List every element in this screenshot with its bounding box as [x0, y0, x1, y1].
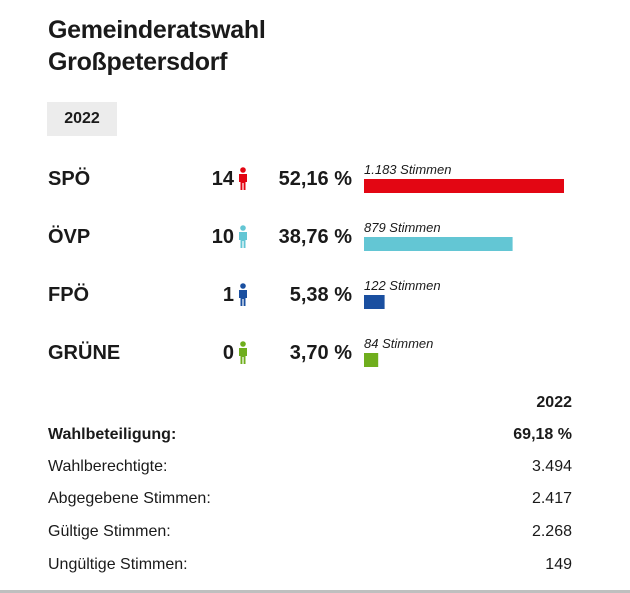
bar-chart-cell: 1.183 Stimmen — [364, 162, 564, 193]
person-icon — [239, 167, 247, 190]
vote-bar — [364, 179, 564, 193]
stats-value: 2.268 — [531, 523, 572, 540]
bar-chart-cell: 879 Stimmen — [364, 220, 513, 251]
stats-label: Abgegebene Stimmen: — [48, 490, 211, 507]
vote-bar — [364, 237, 513, 251]
year-tab-2022[interactable]: 2022 — [47, 102, 117, 136]
vote-count-label: 1.183 Stimmen — [364, 162, 451, 177]
vote-count-label: 879 Stimmen — [364, 220, 441, 235]
stats-row: Ungültige Stimmen: 149 — [48, 556, 572, 580]
party-name: SPÖ — [48, 168, 91, 190]
stats-row: Abgegebene Stimmen: 2.417 — [48, 490, 572, 514]
stats-row: Wahlberechtigte: 3.494 — [48, 458, 572, 482]
bottom-divider — [0, 590, 630, 593]
percent-label: 3,70 % — [289, 342, 352, 364]
party-row: GRÜNE 0 3,70 % 84 Stimmen — [0, 334, 630, 374]
vote-count-label: 122 Stimmen — [364, 278, 441, 293]
percent-label: 38,76 % — [278, 226, 352, 248]
seat-count: 10 — [211, 226, 234, 248]
stats-label: Ungültige Stimmen: — [48, 556, 188, 573]
party-name: FPÖ — [48, 284, 90, 306]
vote-bar — [364, 295, 385, 309]
party-row: ÖVP 10 38,76 % 879 Stimmen — [0, 218, 630, 258]
bar-chart-cell: 84 Stimmen — [364, 336, 433, 367]
party-name: GRÜNE — [48, 342, 121, 364]
percent-label: 5,38 % — [289, 284, 352, 306]
title-line-1: Gemeinderatswahl — [48, 16, 266, 44]
stats-value: 69,18 % — [513, 426, 572, 443]
seat-count: 1 — [222, 284, 234, 306]
seat-count: 0 — [222, 342, 234, 364]
bar-chart-cell: 122 Stimmen — [364, 278, 441, 309]
person-icon — [239, 225, 247, 248]
stats-value: 3.494 — [531, 458, 572, 475]
stats-label: Wahlbeteiligung: — [48, 426, 177, 443]
vote-count-label: 84 Stimmen — [364, 336, 433, 351]
party-name: ÖVP — [48, 226, 91, 248]
stats-label: Gültige Stimmen: — [48, 523, 171, 540]
stats-value: 149 — [545, 556, 572, 573]
person-icon — [239, 341, 247, 364]
person-icon — [239, 283, 247, 306]
stats-value: 2.417 — [531, 490, 572, 507]
percent-label: 52,16 % — [278, 168, 352, 190]
stats-row: Gültige Stimmen: 2.268 — [48, 523, 572, 547]
seat-count: 14 — [211, 168, 234, 190]
page-title: Gemeinderatswahl Großpetersdorf — [48, 14, 266, 78]
stats-label: Wahlberechtigte: — [48, 458, 168, 475]
vote-bar — [364, 353, 379, 367]
stats-year-header: 2022 — [536, 394, 572, 411]
stats-row: Wahlbeteiligung: 69,18 % — [48, 426, 572, 450]
party-row: FPÖ 1 5,38 % 122 Stimmen — [0, 276, 630, 316]
party-row: SPÖ 14 52,16 % 1.183 Stimmen — [0, 160, 630, 200]
title-line-2: Großpetersdorf — [48, 48, 228, 76]
